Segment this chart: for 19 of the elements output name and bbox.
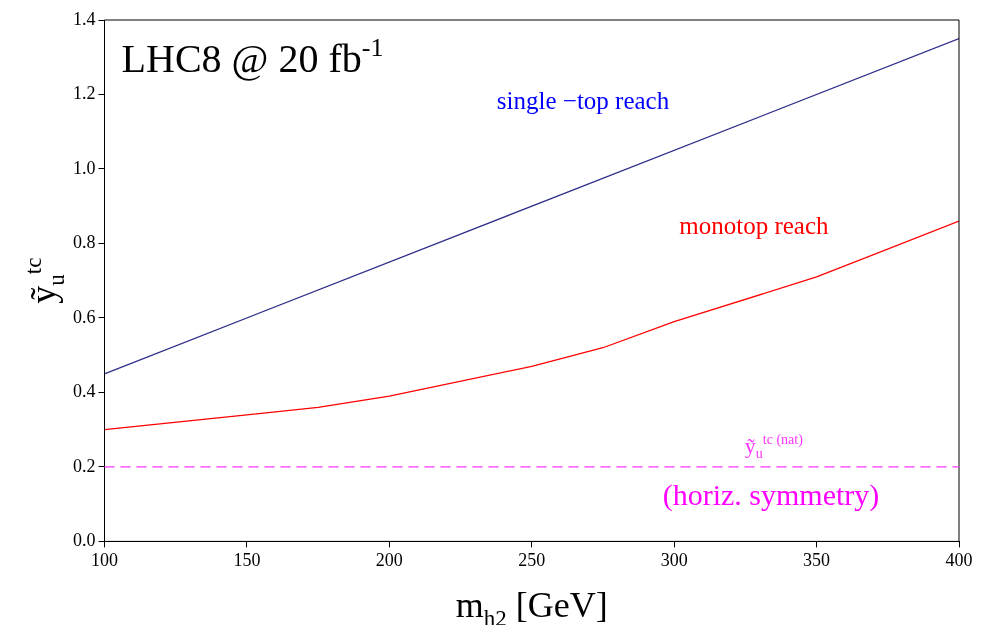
annotation: (horiz. symmetry) bbox=[662, 477, 880, 512]
y-tick-label: 0.0 bbox=[73, 530, 96, 551]
x-tick-label: 300 bbox=[660, 549, 688, 570]
y-tick-label: 1.2 bbox=[73, 83, 96, 104]
y-axis-title: ỹutc bbox=[20, 257, 69, 304]
y-tick-label: 1.0 bbox=[73, 157, 96, 178]
x-tick-label: 350 bbox=[803, 549, 831, 570]
x-tick-label: 400 bbox=[945, 549, 973, 570]
x-tick-label: 150 bbox=[233, 549, 261, 570]
y-tick-label: 0.4 bbox=[73, 381, 96, 402]
annotation: single −top reach bbox=[496, 86, 670, 114]
y-tick-label: 0.8 bbox=[73, 232, 96, 253]
x-tick-label: 200 bbox=[375, 549, 403, 570]
y-tick-label: 1.4 bbox=[73, 8, 96, 29]
y-tick-label: 0.2 bbox=[73, 455, 96, 476]
annotation: monotop reach bbox=[679, 211, 830, 239]
x-tick-label: 100 bbox=[91, 549, 118, 570]
y-tick-label: 0.6 bbox=[73, 306, 96, 327]
x-tick-label: 250 bbox=[518, 549, 546, 570]
